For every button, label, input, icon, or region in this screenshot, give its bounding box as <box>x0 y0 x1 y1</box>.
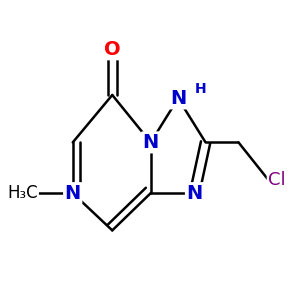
Text: H₃C: H₃C <box>7 184 38 202</box>
Text: H: H <box>195 82 206 96</box>
Text: N: N <box>187 184 203 203</box>
Text: N: N <box>142 133 159 152</box>
Text: N: N <box>64 184 81 203</box>
Text: N: N <box>170 89 186 108</box>
Text: Cl: Cl <box>268 171 286 189</box>
Text: O: O <box>104 40 121 59</box>
